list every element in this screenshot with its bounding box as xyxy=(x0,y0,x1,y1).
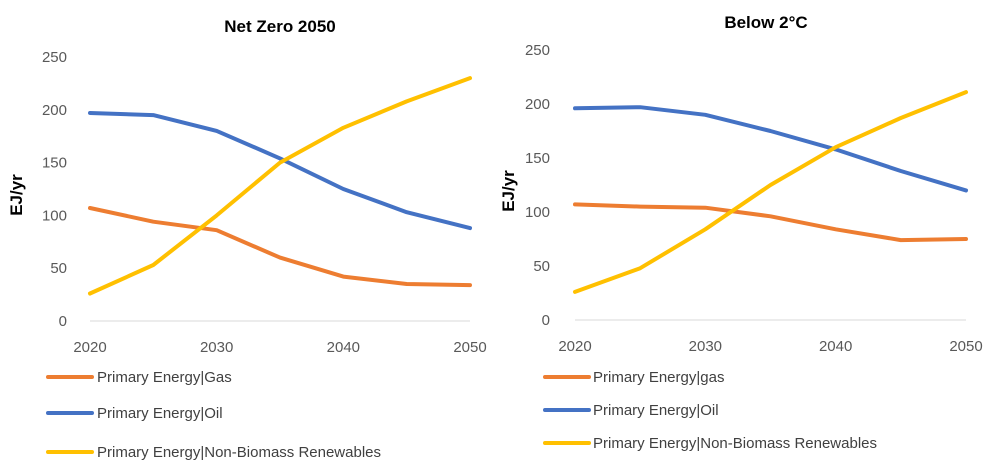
y-tick-label: 50 xyxy=(50,260,67,277)
x-tick-label: 2020 xyxy=(558,338,591,355)
series-line-2 xyxy=(573,105,968,193)
y-tick-label: 150 xyxy=(42,155,67,172)
y-tick-label: 0 xyxy=(59,313,67,330)
series-line-2 xyxy=(88,111,472,231)
x-tick-label: 2020 xyxy=(73,339,106,356)
legend-entry-label: Primary Energy|Gas xyxy=(97,369,232,386)
series-line-1 xyxy=(88,206,472,288)
y-tick-label: 0 xyxy=(542,312,550,329)
y-tick-label: 150 xyxy=(525,150,550,167)
y-axis-label: EJ/yr xyxy=(499,170,518,212)
x-tick-label: 2030 xyxy=(200,339,233,356)
series-line-1 xyxy=(573,202,968,243)
chart-panel-2: Below 2°C EJ/yr 0 50 100 150 200 250 2020 2030 204… xyxy=(499,13,983,452)
x-tick-label: 2050 xyxy=(949,338,982,355)
chart-title: Net Zero 2050 xyxy=(224,17,336,36)
chart-panel-1: Net Zero 2050 EJ/yr 0 50 100 150 200 250 2020 203… xyxy=(7,17,487,461)
y-tick-label: 100 xyxy=(525,204,550,221)
legend-entry-label: Primary Energy|Oil xyxy=(593,402,719,419)
x-tick-label: 2030 xyxy=(689,338,722,355)
series-line-3 xyxy=(573,90,968,294)
x-tick-label: 2040 xyxy=(327,339,360,356)
legend: Primary Energy|gas Primary Energy|Oil Prim… xyxy=(543,369,877,452)
x-tick-label: 2040 xyxy=(819,338,852,355)
y-tick-label: 50 xyxy=(533,258,550,275)
legend-entry-label: Primary Energy|Non-Biomass Renewables xyxy=(97,444,381,461)
chart-title: Below 2°C xyxy=(724,13,807,32)
x-tick-label: 2050 xyxy=(453,339,486,356)
y-tick-label: 100 xyxy=(42,207,67,224)
y-tick-label: 250 xyxy=(525,42,550,59)
series-line-3 xyxy=(88,76,472,296)
legend-entry-label: Primary Energy|Non-Biomass Renewables xyxy=(593,435,877,452)
legend-entry-label: Primary Energy|gas xyxy=(593,369,724,386)
y-tick-label: 250 xyxy=(42,49,67,66)
y-axis-label: EJ/yr xyxy=(7,174,26,216)
legend: Primary Energy|Gas Primary Energy|Oil Prim… xyxy=(46,369,381,461)
legend-entry-label: Primary Energy|Oil xyxy=(97,405,223,422)
y-tick-label: 200 xyxy=(42,102,67,119)
y-tick-label: 200 xyxy=(525,96,550,113)
